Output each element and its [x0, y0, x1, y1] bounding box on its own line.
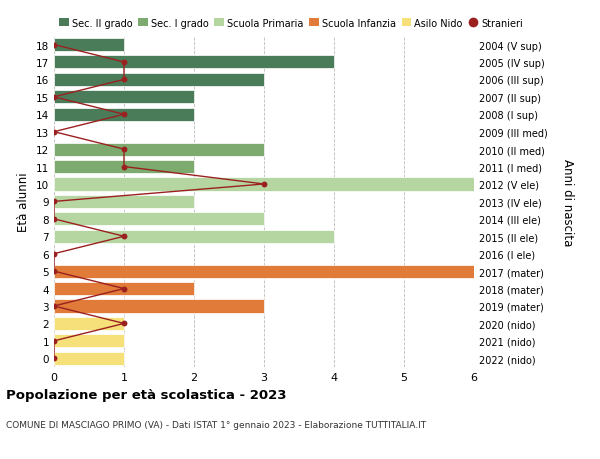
Point: [119, 59, 129, 67]
Bar: [54, 91, 194, 104]
Point: [119, 233, 129, 241]
Point: [49, 198, 59, 206]
Text: COMUNE DI MASCIAGO PRIMO (VA) - Dati ISTAT 1° gennaio 2023 - Elaborazione TUTTIT: COMUNE DI MASCIAGO PRIMO (VA) - Dati IST…: [6, 420, 426, 429]
Point: [119, 285, 129, 292]
Bar: [54, 143, 264, 157]
Bar: [54, 265, 474, 278]
Point: [259, 181, 269, 188]
Bar: [54, 352, 124, 365]
Bar: [54, 335, 124, 347]
Bar: [54, 161, 194, 174]
Bar: [54, 56, 334, 69]
Point: [49, 251, 59, 258]
Text: Popolazione per età scolastica - 2023: Popolazione per età scolastica - 2023: [6, 388, 287, 401]
Point: [49, 129, 59, 136]
Point: [49, 216, 59, 223]
Point: [49, 94, 59, 101]
Bar: [54, 178, 474, 191]
Point: [49, 302, 59, 310]
Legend: Sec. II grado, Sec. I grado, Scuola Primaria, Scuola Infanzia, Asilo Nido, Stran: Sec. II grado, Sec. I grado, Scuola Prim…: [59, 18, 523, 28]
Bar: [54, 230, 334, 243]
Bar: [54, 213, 264, 226]
Bar: [54, 108, 194, 122]
Point: [49, 337, 59, 345]
Point: [119, 320, 129, 327]
Bar: [54, 317, 124, 330]
Point: [119, 77, 129, 84]
Point: [119, 112, 129, 119]
Point: [49, 42, 59, 49]
Point: [119, 146, 129, 153]
Point: [49, 268, 59, 275]
Point: [119, 163, 129, 171]
Bar: [54, 74, 264, 87]
Bar: [54, 196, 194, 208]
Y-axis label: Età alunni: Età alunni: [17, 172, 31, 232]
Point: [49, 355, 59, 362]
Bar: [54, 282, 194, 296]
Y-axis label: Anni di nascita: Anni di nascita: [562, 158, 575, 246]
Bar: [54, 39, 124, 52]
Bar: [54, 300, 264, 313]
